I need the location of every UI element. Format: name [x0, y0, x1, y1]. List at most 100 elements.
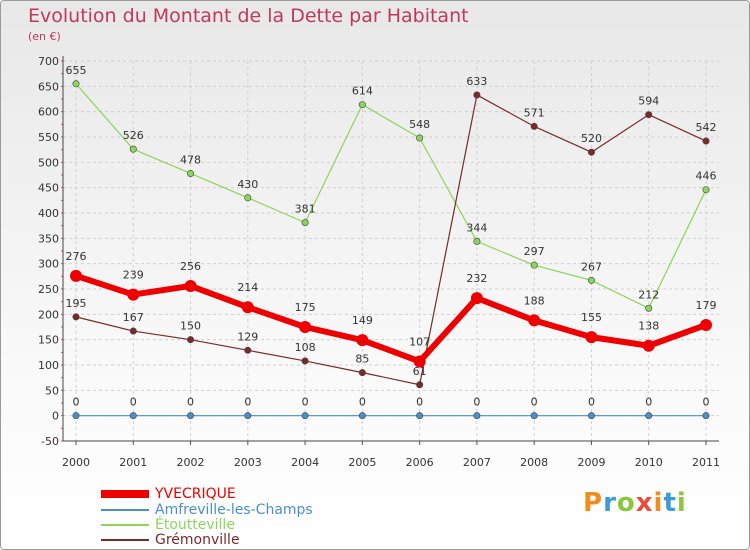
data-point [413, 355, 426, 368]
data-point [645, 412, 653, 420]
x-tick-label: 2000 [62, 456, 90, 469]
data-point [416, 134, 424, 142]
data-point [244, 194, 252, 202]
y-tick-label: 250 [38, 283, 59, 296]
data-point [70, 269, 82, 282]
x-tick-label: 2005 [348, 456, 376, 469]
data-label: 214 [237, 281, 258, 294]
data-label: 344 [466, 221, 487, 234]
logo-letter: i [653, 488, 664, 518]
data-point [528, 314, 541, 327]
data-point [702, 412, 710, 420]
logo-letter: r [603, 488, 617, 518]
data-point [301, 219, 309, 227]
legend-label: Grémonville [155, 531, 240, 548]
y-tick-label: 650 [38, 80, 59, 93]
data-point [129, 327, 137, 335]
x-tick-label: 2010 [635, 456, 663, 469]
data-label: 150 [180, 320, 201, 333]
y-tick-label: 500 [38, 156, 59, 169]
data-label: 381 [295, 203, 316, 216]
y-tick-label: 550 [38, 131, 59, 144]
data-label: 430 [237, 178, 258, 191]
x-tick-label: 2002 [177, 456, 205, 469]
data-label: 179 [696, 299, 717, 312]
logo-letter: i [676, 488, 687, 518]
data-point [72, 313, 80, 321]
data-label: 0 [703, 396, 710, 409]
logo-letter: P [583, 488, 604, 518]
data-label: 478 [180, 153, 201, 166]
data-point [129, 412, 137, 420]
logo-letter: o [616, 488, 636, 518]
y-tick-label: 600 [38, 106, 59, 119]
data-label: 239 [123, 269, 144, 282]
data-label: 297 [524, 245, 545, 258]
x-tick-label: 2011 [692, 456, 720, 469]
y-tick-label: 0 [52, 410, 59, 423]
x-tick-label: 2009 [577, 456, 605, 469]
data-label: 0 [416, 396, 423, 409]
y-tick-label: 100 [38, 359, 59, 372]
data-label: 188 [524, 294, 545, 307]
data-point [585, 331, 598, 344]
legend-swatch [101, 508, 149, 511]
series-line-yvecrique [75, 272, 708, 365]
data-label: 0 [588, 396, 595, 409]
data-label: 0 [73, 396, 80, 409]
data-point [473, 412, 481, 420]
data-point [358, 412, 366, 420]
data-point [587, 148, 595, 156]
y-tick-label: 300 [38, 258, 59, 271]
data-point [416, 412, 424, 420]
data-label: 256 [180, 260, 201, 273]
data-point [72, 80, 80, 88]
data-label: 0 [359, 396, 366, 409]
data-label: 129 [237, 330, 258, 343]
data-point [645, 304, 653, 312]
data-label: 542 [696, 121, 717, 134]
x-tick-label: 2004 [291, 456, 319, 469]
data-label: 0 [473, 396, 480, 409]
y-tick-label: -50 [41, 435, 59, 448]
data-point [127, 288, 140, 301]
data-label: 548 [409, 118, 430, 131]
data-label: 232 [466, 272, 487, 285]
y-tick-label: 350 [38, 232, 59, 245]
data-point [587, 412, 595, 420]
logo-letter: t [663, 488, 677, 518]
data-point [187, 412, 195, 420]
data-point [416, 381, 424, 389]
data-point [530, 412, 538, 420]
data-label: 138 [638, 320, 659, 333]
y-tick-label: 150 [38, 334, 59, 347]
y-tick-label: 450 [38, 182, 59, 195]
data-label: 0 [531, 396, 538, 409]
data-point [587, 276, 595, 284]
data-point [700, 318, 712, 331]
data-label: 594 [638, 95, 659, 108]
legend-swatch [101, 523, 149, 526]
x-tick-label: 2001 [119, 456, 147, 469]
data-label: 155 [581, 311, 602, 324]
legend-swatch [101, 489, 149, 498]
data-label: 0 [244, 396, 251, 409]
data-point [702, 137, 710, 145]
data-label: 655 [66, 64, 87, 77]
chart-title: Evolution du Montant de la Dette par Hab… [28, 5, 469, 27]
data-point [530, 122, 538, 130]
series-line-gr-monville [75, 94, 707, 386]
legend-item-gremonville: Grémonville [101, 531, 240, 548]
data-point [358, 101, 366, 109]
data-point [184, 279, 197, 292]
data-point [358, 369, 366, 377]
data-label: 0 [645, 396, 652, 409]
data-label: 212 [638, 288, 659, 301]
chart-subtitle: (en €) [28, 30, 61, 43]
data-label: 0 [130, 396, 137, 409]
data-label: 175 [295, 301, 316, 314]
data-label: 195 [66, 297, 87, 310]
